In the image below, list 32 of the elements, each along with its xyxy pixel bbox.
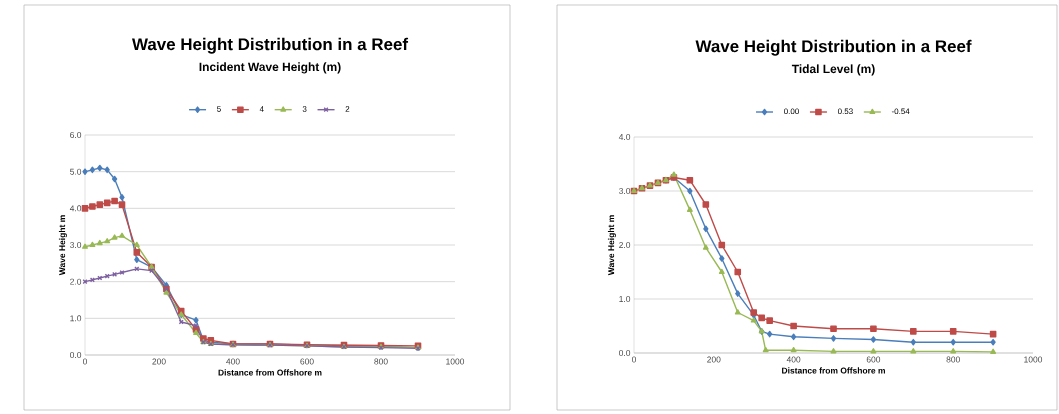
x-tick-label: 200 xyxy=(152,358,166,365)
x-axis-title: Distance from Offshore m xyxy=(218,369,322,376)
chart-subtitle: Tidal Level (m) xyxy=(791,64,875,76)
y-tick-label: 5.0 xyxy=(70,168,82,175)
y-tick-label: 4.0 xyxy=(618,134,631,140)
y-tick-label: 6.0 xyxy=(70,132,82,138)
chart-title: Wave Height Distribution in a Reef xyxy=(132,37,409,54)
y-tick-label: 4.0 xyxy=(69,205,82,212)
x-tick-label: 400 xyxy=(226,358,240,365)
x-tick-label: 800 xyxy=(374,358,388,365)
x-tick-label: 1000 xyxy=(1024,356,1043,363)
y-axis-title: Wave Height m xyxy=(607,215,616,276)
chart-title: Wave Height Distribution in a Reef xyxy=(695,39,972,56)
x-axis-title: Distance from Offshore m xyxy=(782,367,885,374)
y-tick-label: 1.0 xyxy=(619,296,631,302)
x-tick-label: 200 xyxy=(707,356,721,363)
x-tick-label: 1000 xyxy=(446,358,465,365)
x-tick-label: 400 xyxy=(786,356,801,363)
chart-subtitle: Incident Wave Height (m) xyxy=(199,62,341,74)
y-tick-label: 3.0 xyxy=(70,242,82,248)
y-tick-label: 2.0 xyxy=(619,242,631,248)
y-tick-label: 0.0 xyxy=(619,350,631,356)
x-tick-label: 800 xyxy=(946,356,960,363)
x-tick-label: 600 xyxy=(300,358,314,365)
x-tick-label: 0 xyxy=(82,358,88,365)
y-tick-label: 2.0 xyxy=(70,278,82,285)
x-tick-label: 0 xyxy=(631,356,637,363)
y-axis-title: Wave Height m xyxy=(58,215,67,276)
y-tick-label: 1.0 xyxy=(70,315,82,322)
x-tick-label: 600 xyxy=(866,356,881,363)
y-tick-label: 0.0 xyxy=(70,352,82,358)
y-tick-label: 3.0 xyxy=(619,188,631,194)
